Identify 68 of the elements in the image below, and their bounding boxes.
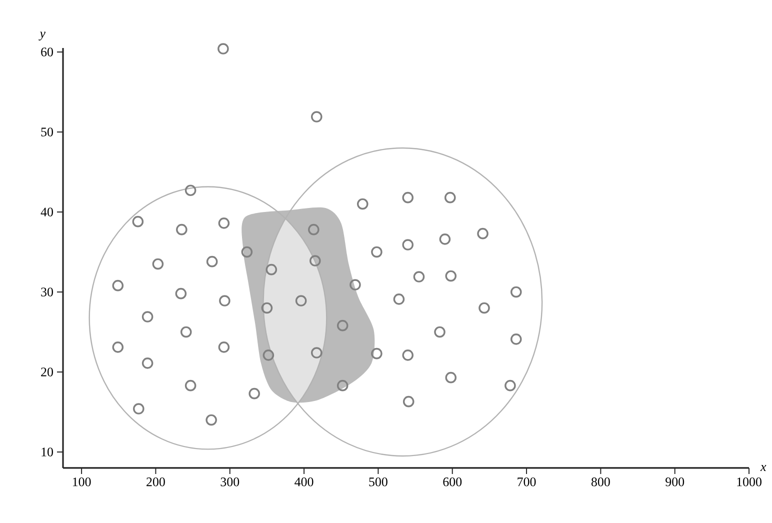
point <box>219 295 230 306</box>
point <box>206 414 217 426</box>
point <box>350 279 361 290</box>
x-tick-label: 300 <box>220 478 240 486</box>
point <box>218 342 230 353</box>
x-tick-label: 500 <box>369 478 388 486</box>
y-tick-label: 10 <box>42 448 53 456</box>
point <box>310 111 322 122</box>
point <box>248 388 260 400</box>
point <box>356 198 368 210</box>
point <box>504 380 516 392</box>
x-tick-label: 1000 <box>737 478 762 486</box>
x-tick-label: 800 <box>591 478 610 486</box>
point <box>413 271 425 282</box>
y-tick-label: 60 <box>41 48 53 56</box>
point <box>175 288 187 300</box>
point <box>218 218 230 229</box>
point <box>371 246 382 258</box>
point <box>241 246 253 258</box>
y-tick-label: 30 <box>41 288 53 296</box>
point <box>510 286 522 298</box>
point <box>142 358 154 369</box>
y-tick-label: 20 <box>41 368 53 376</box>
x-tick-label: 600 <box>443 478 462 486</box>
point <box>402 396 414 408</box>
x-axis-title: x <box>760 465 766 471</box>
point <box>112 342 124 353</box>
point <box>266 264 278 276</box>
point <box>336 320 348 332</box>
y-axis-title: y <box>38 32 46 40</box>
x-tick-label: 700 <box>518 478 536 486</box>
point <box>152 258 164 270</box>
point <box>510 334 522 345</box>
point <box>478 302 490 314</box>
point <box>336 380 348 392</box>
point <box>402 350 414 361</box>
point <box>176 224 188 236</box>
point <box>112 280 124 292</box>
point <box>262 350 274 361</box>
point <box>371 348 382 360</box>
point <box>261 302 273 314</box>
point <box>445 372 457 384</box>
point <box>310 347 322 358</box>
point <box>444 192 456 204</box>
point <box>133 403 144 414</box>
point <box>218 43 229 54</box>
point <box>132 216 144 228</box>
point <box>180 326 192 338</box>
y-tick-label: 40 <box>40 208 53 216</box>
y-tick-label: 50 <box>41 128 53 136</box>
x-tick-label: 100 <box>72 478 91 486</box>
x-tick-label: 400 <box>294 478 314 486</box>
point <box>434 326 446 338</box>
point <box>310 255 321 266</box>
point <box>393 294 405 305</box>
point <box>184 380 196 392</box>
point <box>206 256 218 268</box>
point <box>184 184 196 196</box>
point <box>402 239 414 250</box>
point <box>477 228 488 240</box>
point <box>445 270 457 282</box>
point <box>439 234 451 245</box>
point <box>308 224 320 236</box>
point <box>142 311 154 322</box>
x-tick-label: 900 <box>666 478 684 486</box>
x-tick-label: 200 <box>146 478 165 486</box>
point <box>402 192 414 204</box>
point <box>295 295 307 306</box>
